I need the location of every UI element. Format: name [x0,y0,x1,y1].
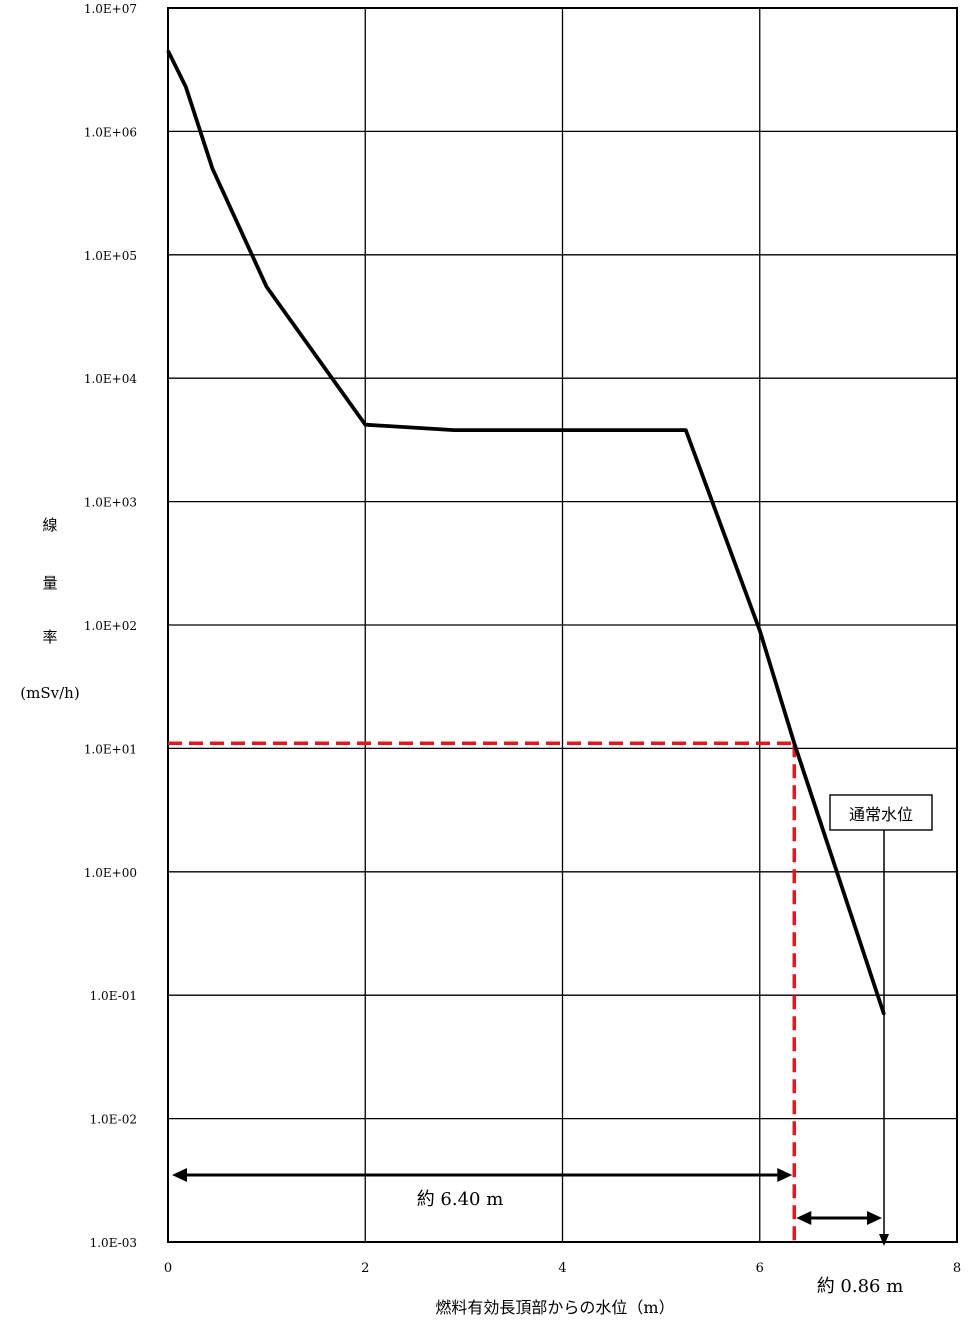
dose-rate-point [265,285,268,289]
series-layer [166,49,886,1016]
span-label-6-40m: 約 6.40 m [417,1189,504,1210]
y-tick-label: 1.0E-01 [90,989,137,1003]
dose-rate-point [452,428,456,432]
dose-rate-point [793,742,796,745]
y-tick-label: 1.0E+01 [84,742,137,756]
dose-rate-point [758,629,761,632]
dose-rate-point [684,428,687,432]
x-axis-label: 燃料有効長頂部からの水位（m） [435,1298,674,1317]
y-tick-label: 1.0E+06 [84,125,137,139]
span-label-0-86m: 約 0.86 m [817,1276,904,1297]
dose-rate-point [184,85,187,88]
dose-rate-point [364,423,367,426]
span-arrow-6-40m-head-right [777,1168,793,1182]
y-axis-label-char-1: 線 [42,516,57,534]
span-arrow-0-86m-head-right [867,1211,883,1225]
x-tick-labels: 0 2 4 6 8 [164,1261,961,1276]
y-axis-label-char-2: 量 [42,574,57,592]
y-tick-label: 1.0E+03 [84,496,137,510]
threshold-lines [168,741,797,1242]
y-axis-label-char-3: 率 [42,628,57,646]
x-tick-label: 8 [953,1261,961,1276]
normal-level-label: 通常水位 [849,805,913,824]
y-tick-label: 1.0E+04 [84,372,138,386]
y-tick-labels: 1.0E+07 1.0E+06 1.0E+05 1.0E+04 1.0E+03 1.0E+… [84,2,138,1250]
annotations: 約 6.40 m 約 0.86 m 通常水位 [172,794,933,1297]
dose-rate-point [211,167,214,170]
span-arrow-0-86m-head-left [796,1211,812,1225]
y-axis-label-unit: (mSv/h) [20,684,79,702]
y-tick-label: 1.0E+07 [84,2,137,16]
y-tick-label: 1.0E+05 [84,249,137,263]
dose-rate-point [561,428,564,432]
y-tick-label: 1.0E+00 [84,866,137,880]
y-tick-label: 1.0E-03 [90,1236,137,1250]
x-tick-label: 0 [164,1261,172,1276]
x-tick-label: 4 [558,1261,566,1276]
normal-level-arrowhead [879,1234,890,1246]
dose-rate-point [166,49,170,52]
grid [167,7,958,1243]
y-axis-label: 線 量 率 (mSv/h) [20,516,79,702]
y-tick-label: 1.0E-02 [90,1113,137,1127]
x-tick-label: 2 [361,1261,369,1276]
normal-level-box [829,794,933,831]
x-tick-label: 6 [756,1261,764,1276]
y-tick-label: 1.0E+02 [84,619,137,633]
dose-rate-series-line [166,49,886,1015]
span-arrow-6-40m-head-left [172,1168,187,1182]
